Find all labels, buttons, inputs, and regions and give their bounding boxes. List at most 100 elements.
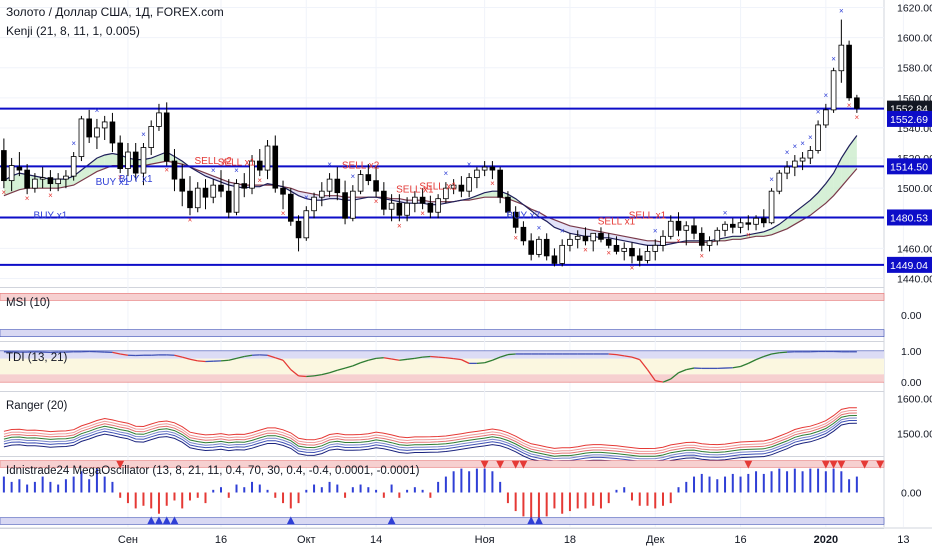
mega-oscillator-bar (73, 477, 75, 493)
candle-body (482, 167, 487, 170)
candle-body (599, 233, 604, 239)
candle: × (467, 160, 472, 197)
mega-oscillator-bar (460, 469, 462, 493)
mega-oscillator-bar (437, 482, 439, 493)
candle-body (71, 157, 76, 177)
mega-oscillator-bar (391, 485, 393, 493)
candle-body (95, 128, 100, 137)
candle: × (699, 227, 704, 260)
candle (436, 194, 441, 218)
candle: × (71, 139, 76, 181)
candle-signal-marker: × (25, 194, 30, 203)
ranger-tick-label: 1500.00 (897, 429, 932, 441)
candle-signal-marker: × (723, 208, 728, 217)
candle-body (412, 197, 417, 203)
mega-oscillator-bar (445, 477, 447, 493)
mega-oscillator-bar (414, 487, 416, 492)
msi-label: MSI (10) (6, 297, 50, 309)
mega-oscillator-bar (305, 490, 307, 493)
candle: × (746, 215, 751, 239)
candle-signal-marker: × (606, 248, 611, 257)
tdi-line-segment (438, 357, 446, 358)
mega-oscillator-bar (654, 493, 656, 509)
candle (149, 120, 154, 155)
candle-body (1, 151, 6, 181)
mega-oscillator-bar (825, 471, 827, 492)
mega-oscillator-bar (142, 493, 144, 506)
mega-oscillator-bar (422, 490, 424, 493)
candle (102, 116, 107, 140)
mega-oscillator-bar (274, 493, 276, 498)
time-tick-label: Дек (646, 534, 665, 546)
chart-title: Золото / Доллар США, 1Д, FOREX.com (6, 5, 224, 19)
tdi-line-segment (376, 358, 384, 359)
msi-upper-band (0, 293, 884, 300)
candle-body (335, 179, 340, 193)
candle (622, 242, 627, 260)
candle-body (242, 184, 247, 189)
candle-body (195, 188, 200, 208)
candle: × (792, 142, 797, 176)
candle-body (281, 188, 286, 194)
candle-signal-marker: × (800, 139, 805, 148)
mega-oscillator-bar (158, 493, 160, 514)
ranger-band-line (4, 421, 857, 462)
trade-signal-label: SELL x1 (598, 216, 636, 227)
tdi-tick-label: 1.00 (901, 346, 922, 358)
candle-signal-marker: × (71, 139, 76, 148)
mega-oscillator-bar (592, 493, 594, 506)
candle-body (498, 170, 503, 197)
candle-body (707, 241, 712, 246)
mega-oscillator-bar (352, 487, 354, 492)
mega-oscillator-bar (724, 477, 726, 493)
candle-signal-marker: × (839, 7, 844, 16)
candle (692, 218, 697, 239)
candle (544, 233, 549, 260)
candle (79, 116, 84, 161)
mega-oscillator-bar (584, 493, 586, 509)
candle-signal-marker: × (699, 251, 704, 260)
tdi-line-segment (306, 376, 314, 377)
candle-body (854, 98, 859, 109)
candle: × (854, 95, 859, 122)
candle-body (265, 146, 270, 170)
msi-tick-label: 0.00 (901, 310, 922, 322)
candle-body (792, 161, 797, 167)
candle (777, 170, 782, 194)
mega-oscillator-bar (282, 493, 284, 504)
mega-tick-label: 0.00 (901, 488, 922, 500)
candle-body (17, 167, 22, 170)
candle-body (374, 181, 379, 192)
candle-body (87, 119, 92, 137)
tdi-lower-zone (0, 374, 884, 382)
mega-oscillator-bar (11, 482, 13, 493)
candle-body (637, 256, 642, 261)
candle-body (343, 193, 348, 219)
mega-oscillator-bar (771, 471, 773, 492)
candle (110, 113, 115, 152)
candle-body (537, 239, 542, 254)
candle-body (312, 197, 317, 211)
candle-signal-marker: × (785, 148, 790, 157)
trade-signal-label: BUY x1 (119, 174, 153, 185)
candle-signal-marker: × (537, 223, 542, 232)
time-tick-label: Сен (118, 534, 138, 546)
candle (482, 161, 487, 176)
tdi-line-segment (609, 354, 617, 355)
ranger-tick-label: 1600.00 (897, 393, 932, 405)
mega-oscillator-bar (817, 469, 819, 493)
candle-body (552, 256, 557, 264)
candle-body (769, 191, 774, 223)
candle (358, 170, 363, 194)
mega-oscillator-bar (344, 493, 346, 498)
price-tick-label: 1500.00 (897, 183, 932, 195)
candle-body (761, 218, 766, 223)
mega-oscillator-bar (794, 469, 796, 493)
mega-oscillator-bar (119, 493, 121, 498)
candle (219, 170, 224, 197)
mega-oscillator-bar (709, 477, 711, 493)
trade-signal-label: SELL x1 (218, 158, 256, 169)
mega-oscillator-bar (453, 471, 455, 492)
candle-body (350, 191, 355, 218)
candle-body (133, 152, 138, 173)
